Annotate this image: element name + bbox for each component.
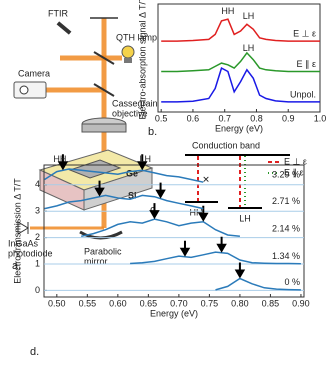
- series-label: E ⊥ ε: [293, 29, 316, 39]
- x-tick-label: 0.9: [282, 113, 295, 123]
- y-tick-label: 3: [35, 206, 40, 216]
- y-tick-label: 0: [35, 285, 40, 295]
- data-line: [161, 67, 320, 103]
- camera: [13, 81, 47, 99]
- series-label: 2.71 %: [272, 196, 300, 206]
- lamp-base: [124, 58, 132, 63]
- x-tick-label: 0.60: [109, 298, 127, 308]
- x-tick-label: 0.80: [231, 298, 249, 308]
- hh-label: HH: [190, 207, 203, 217]
- x-tick-label: 0.50: [48, 298, 66, 308]
- beam-splitter: [93, 51, 115, 65]
- x-tick-label: 0.5: [155, 113, 168, 123]
- annotation: LH: [243, 11, 255, 21]
- series-label: Unpol.: [290, 89, 316, 99]
- label: objective: [112, 108, 148, 118]
- x-axis-label: Energy (eV): [150, 308, 198, 318]
- y-tick-label: 2: [35, 232, 40, 242]
- forbidden-mark: ✕: [202, 174, 210, 184]
- peak-arrow: [149, 203, 160, 220]
- panel-label: b.: [148, 126, 157, 138]
- panel-label: a.: [12, 260, 21, 272]
- annotation: LH: [243, 43, 255, 53]
- label: Ge: [126, 168, 138, 178]
- annotation: HH: [221, 6, 234, 16]
- data-line: [161, 51, 320, 73]
- data-line: [44, 168, 204, 183]
- label: QTH lamp: [116, 32, 157, 42]
- series-label: 0 %: [284, 277, 300, 287]
- data-line: [215, 277, 301, 291]
- photodiode: [17, 221, 29, 235]
- x-tick-label: 0.70: [170, 298, 188, 308]
- series-label: 1.34 %: [272, 251, 300, 261]
- plot-frame: [157, 3, 321, 113]
- label: Si: [128, 190, 137, 200]
- peak-arrow: [57, 154, 69, 171]
- series-label: 2.14 %: [272, 224, 300, 234]
- peak-arrow: [137, 154, 148, 171]
- data-line: [81, 218, 240, 238]
- panel-label: d.: [30, 346, 39, 358]
- peak-arrow: [198, 205, 209, 222]
- label: InGaAs: [8, 238, 39, 248]
- x-tick-label: 0.65: [140, 298, 158, 308]
- lamp: [121, 45, 135, 59]
- label: photodiode: [8, 248, 53, 258]
- objective-body: [81, 123, 127, 133]
- label: Parabolic: [84, 246, 122, 256]
- y-tick-label: 1: [35, 258, 40, 268]
- x-tick-label: 0.85: [262, 298, 280, 308]
- label: Camera: [18, 68, 50, 78]
- peak-arrow: [155, 182, 166, 199]
- peak-arrow: [216, 236, 227, 253]
- annotation: LH: [140, 154, 152, 164]
- x-axis-label: Energy (eV): [215, 123, 263, 133]
- x-tick-label: 0.8: [250, 113, 263, 123]
- legend-label: E ⊥ ε: [284, 156, 307, 166]
- data-line: [130, 251, 301, 265]
- setup-schematic: [13, 17, 154, 240]
- series-label: E ∥ ε: [296, 59, 316, 69]
- chip-front: [83, 167, 153, 211]
- y-axis-label: Electro-absorption signal Δ T/T: [137, 0, 147, 120]
- band-label: Conduction band: [192, 140, 260, 150]
- camera-lens: [19, 85, 29, 95]
- peak-arrow: [179, 240, 191, 257]
- y-tick-label: 4: [35, 179, 40, 189]
- data-line: [44, 194, 204, 210]
- label: mirror: [84, 256, 108, 266]
- label: FTIR: [48, 8, 68, 18]
- annotation: HH: [53, 154, 66, 164]
- series-label: 3.29 %: [272, 170, 300, 180]
- ftir-mirror: [56, 21, 72, 35]
- x-tick-label: 0.6: [187, 113, 200, 123]
- peak-arrow: [94, 180, 105, 197]
- peak-arrow: [234, 262, 246, 279]
- x-tick-label: 1.0: [314, 113, 327, 123]
- x-tick-label: 0.75: [201, 298, 219, 308]
- x-tick-label: 0.90: [292, 298, 310, 308]
- data-line: [161, 18, 320, 42]
- plot-frame: [43, 164, 305, 298]
- x-tick-label: 0.7: [218, 113, 231, 123]
- legend-label: E ∥ ε: [284, 167, 304, 177]
- y-axis-label: Electro-transmission Δ T/T: [12, 178, 22, 284]
- label: Cassegrain: [112, 98, 158, 108]
- lh-label: LH: [239, 213, 251, 223]
- beam-splitter: [93, 83, 115, 97]
- x-tick-label: 0.55: [79, 298, 97, 308]
